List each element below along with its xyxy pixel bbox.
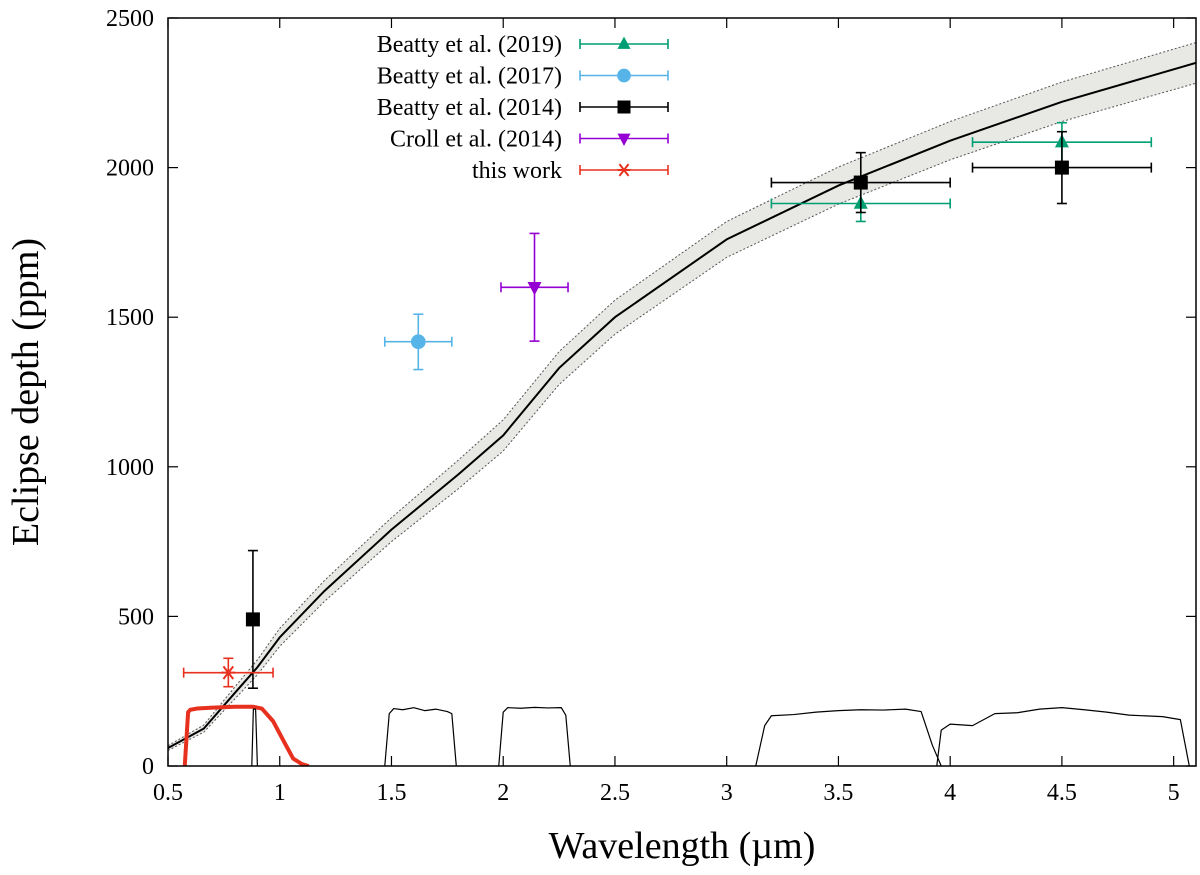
series-2 [383,313,453,371]
series-2-point-1-marker [410,334,426,350]
legend-label-3: Beatty et al. (2014) [377,95,562,121]
y-tick-label-1: 0 [142,754,154,780]
plot-layer [168,42,1196,766]
x-tick-label-2: 1 [274,780,286,806]
y-tick-label-3: 1000 [106,455,154,481]
x-tick-label-9: 4.5 [1047,780,1077,806]
bandpass-curve-3 [384,707,457,766]
y-tick-label-2: 500 [118,604,154,630]
bandpass-curve-2 [251,708,258,766]
model-uncertainty-band [168,42,1196,751]
series-3-point-3-marker [1054,160,1069,175]
legend-marker-5 [617,163,631,177]
legend-marker-3 [617,100,631,114]
bandpass-curve-5 [755,708,942,766]
x-tick-label-6: 3 [721,780,733,806]
series-4 [500,232,569,342]
legend-label-1: Beatty et al. (2019) [377,32,562,58]
legend: Beatty et al. (2019) Beatty et al. (2017)… [377,32,669,184]
series-3-point-1-marker [245,612,260,627]
legend-label-4: Croll et al. (2014) [390,127,562,153]
series-3 [245,130,1153,690]
x-tick-label-1: 0.5 [153,780,183,806]
legend-entry-5: this work [472,158,669,184]
legend-marker-1 [617,36,631,49]
plot-area [168,42,1196,766]
series-5 [182,657,274,688]
x-axis-title: Wavelength (µm) [549,825,816,867]
x-tick-label-10: 5 [1168,780,1180,806]
x-tick-label-7: 3.5 [823,780,853,806]
bandpass-curve-1 [182,704,310,766]
series-4-point-1-marker [527,282,542,296]
model-band-upper-edge [168,42,1196,747]
legend-marker-5-d2 [618,163,630,177]
bandpass-curve-4 [498,706,571,766]
y-axis-title: Eclipse depth (ppm) [5,238,47,546]
legend-entry-3: Beatty et al. (2014) [377,95,669,121]
y-tick-label-6: 2500 [106,6,154,32]
x-tick-label-5: 2.5 [600,780,630,806]
x-tick-label-8: 4 [944,780,956,806]
legend-label-2: Beatty et al. (2017) [377,64,562,90]
plot-frame [167,17,1197,767]
legend-label-5: this work [472,158,562,184]
y-tick-label-4: 1500 [106,305,154,331]
x-tick-label-3: 1.5 [376,780,406,806]
axes-layer: 0.5 1 1.5 2 2.5 3 3.5 4 4.5 5 0 500 1000 1500 2000 2500 [106,6,1196,806]
legend-entry-2: Beatty et al. (2017) [377,64,669,90]
series-5-point-1-marker [221,665,236,680]
model-curve [168,61,1196,749]
series-5-point-1-marker-d2 [222,665,235,680]
series-3-point-2-marker [853,175,868,190]
legend-marker-4 [617,133,631,146]
legend-entry-1: Beatty et al. (2019) [377,32,669,58]
model-band-lower-edge [168,82,1196,751]
legend-entry-4: Croll et al. (2014) [390,127,669,153]
legend-marker-2 [617,68,631,83]
y-tick-label-5: 2000 [106,156,154,182]
bandpass-curve-6 [936,707,1190,766]
x-tick-label-4: 2 [497,780,509,806]
